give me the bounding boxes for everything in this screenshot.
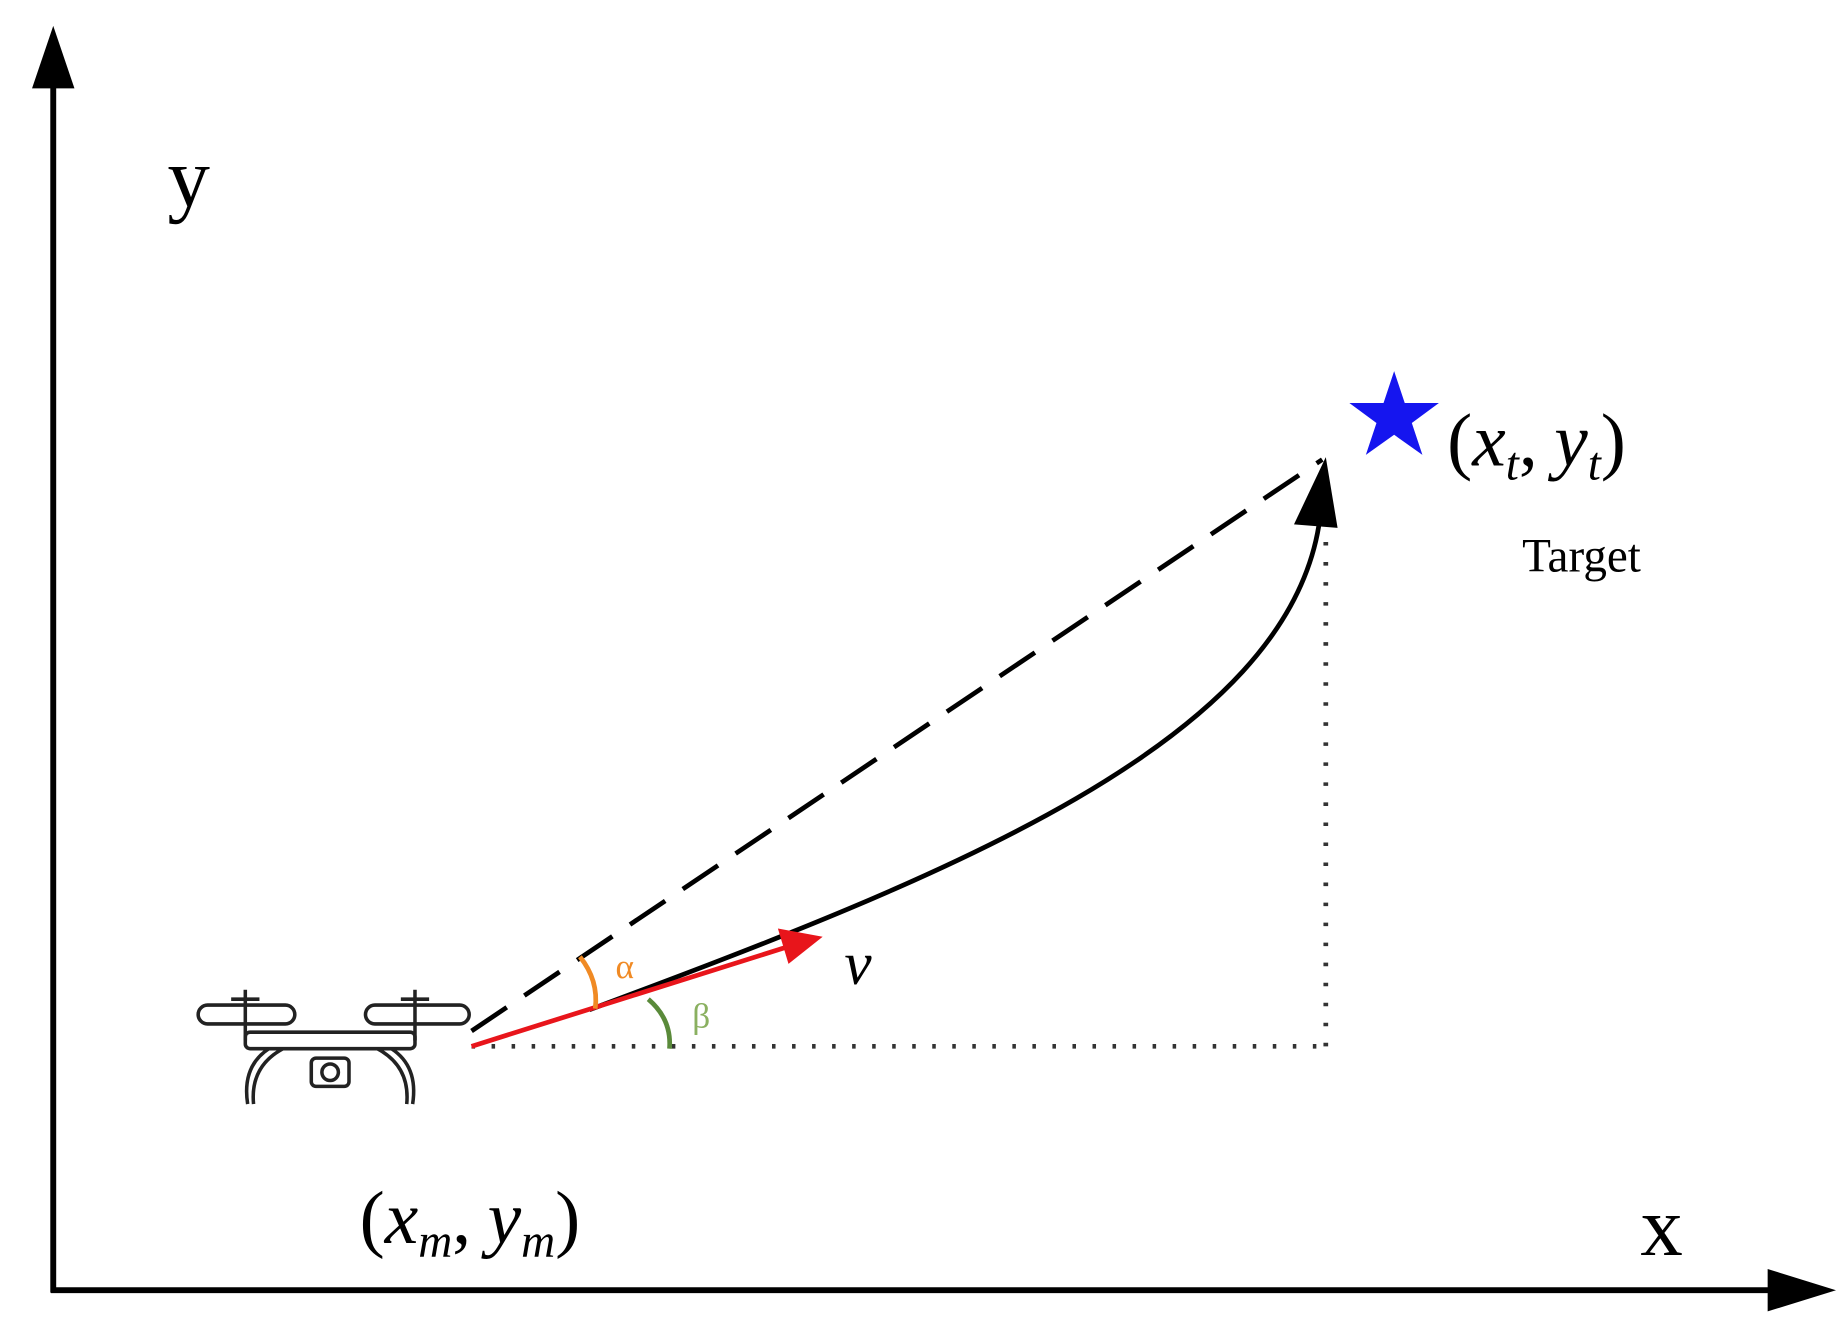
trajectory <box>588 518 1323 1013</box>
target-star <box>1349 371 1439 455</box>
trajectory-arrow <box>1293 457 1338 528</box>
text: ( <box>360 1177 385 1260</box>
alpha-label: α <box>615 947 634 986</box>
text: m <box>418 1216 452 1268</box>
drone-icon <box>196 989 471 1105</box>
text: t <box>1506 439 1521 491</box>
text: ) <box>555 1177 580 1260</box>
text: y <box>1547 399 1588 482</box>
y-axis-label: y <box>168 131 211 225</box>
beta-label: β <box>692 996 710 1035</box>
text: ( <box>1447 399 1472 482</box>
x-axis-label: x <box>1640 1180 1682 1274</box>
text: , <box>1519 399 1538 482</box>
alpha-arc <box>578 955 599 1009</box>
line-of-sight <box>470 457 1324 1033</box>
velocity-vector <box>470 943 791 1049</box>
target-coordinate: (xt, yt) <box>1447 399 1626 490</box>
text: ) <box>1601 399 1626 482</box>
beta-arc <box>646 997 673 1049</box>
text: y <box>481 1177 522 1260</box>
text: t <box>1588 439 1603 491</box>
start-coordinate: (xm, ym) <box>360 1177 581 1268</box>
velocity-label: v <box>844 930 872 998</box>
target-label: Target <box>1522 530 1641 582</box>
text: x <box>384 1177 418 1260</box>
y-axis-arrow <box>32 25 75 89</box>
text: x <box>1471 399 1505 482</box>
x-axis-arrow <box>1767 1269 1836 1312</box>
text: , <box>452 1177 471 1260</box>
velocity-arrow <box>777 928 823 964</box>
text: m <box>521 1216 555 1268</box>
